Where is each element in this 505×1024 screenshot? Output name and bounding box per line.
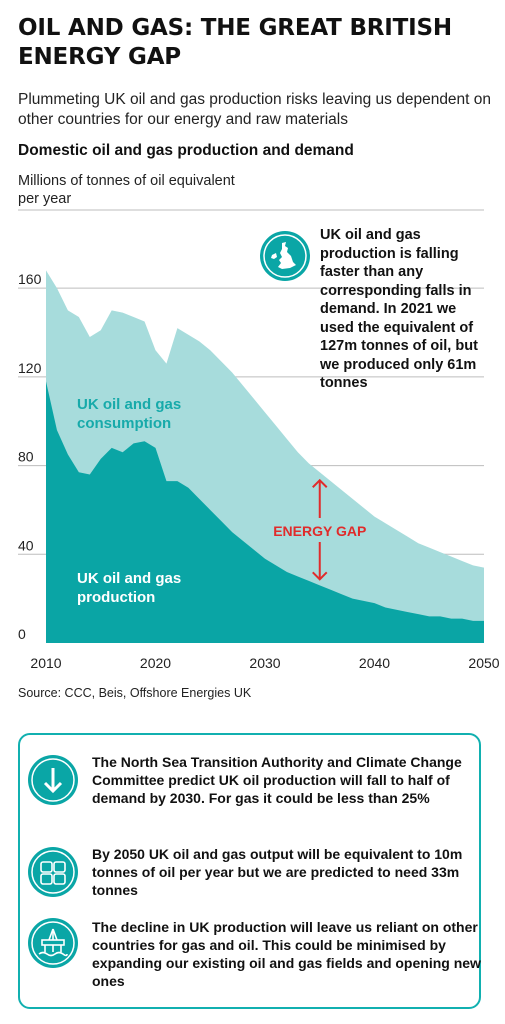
source-note: Source: CCC, Beis, Offshore Energies UK [18,686,252,700]
x-tick-label: 2020 [140,655,171,671]
oil-rig-icon [28,918,78,968]
area-chart: 0 40 80 120 160 2010 2020 2030 2040 2050 UK oil … [18,209,500,671]
x-tick-label: 2030 [249,655,280,671]
info-text: By 2050 UK oil and gas output will be eq… [92,846,463,898]
page-title: OIL AND GAS: THE GREAT BRITISH ENERGY GA… [18,15,452,70]
chart-annotation: UK oil and gas production is falling fas… [320,227,478,391]
consumption-series-label-line2: consumption [77,415,171,432]
production-area [46,381,484,643]
down-arrow-icon [28,755,78,805]
x-tick-label: 2010 [30,655,61,671]
uk-map-icon [260,231,310,281]
y-tick-label: 160 [18,271,42,287]
y-tick-label: 120 [18,360,42,376]
gap-arrow-head-down [312,571,328,581]
page-subtitle: Plummeting UK oil and gas production ris… [18,91,492,128]
energy-gap-label: ENERGY GAP [273,523,366,539]
barrels-icon [28,847,78,897]
y-axis-unit-label: Millions of tonnes of oil equivalent per… [18,173,235,207]
info-text: The decline in UK production will leave … [92,919,481,989]
x-tick-label: 2040 [359,655,390,671]
gap-arrow-head-up [312,478,328,488]
energy-gap-arrow [312,478,328,581]
production-series-label: UK oil and gas [77,570,181,587]
info-box: The North Sea Transition Authority and C… [18,733,481,1009]
consumption-series-label: UK oil and gas [77,396,181,413]
production-series-label-line2: production [77,589,155,606]
y-tick-label: 40 [18,537,34,553]
info-text: The North Sea Transition Authority and C… [92,754,462,806]
x-tick-label: 2050 [468,655,499,671]
y-tick-label: 0 [18,626,26,642]
y-tick-label: 80 [18,449,34,465]
chart-heading: Domestic oil and gas production and dema… [18,142,354,159]
